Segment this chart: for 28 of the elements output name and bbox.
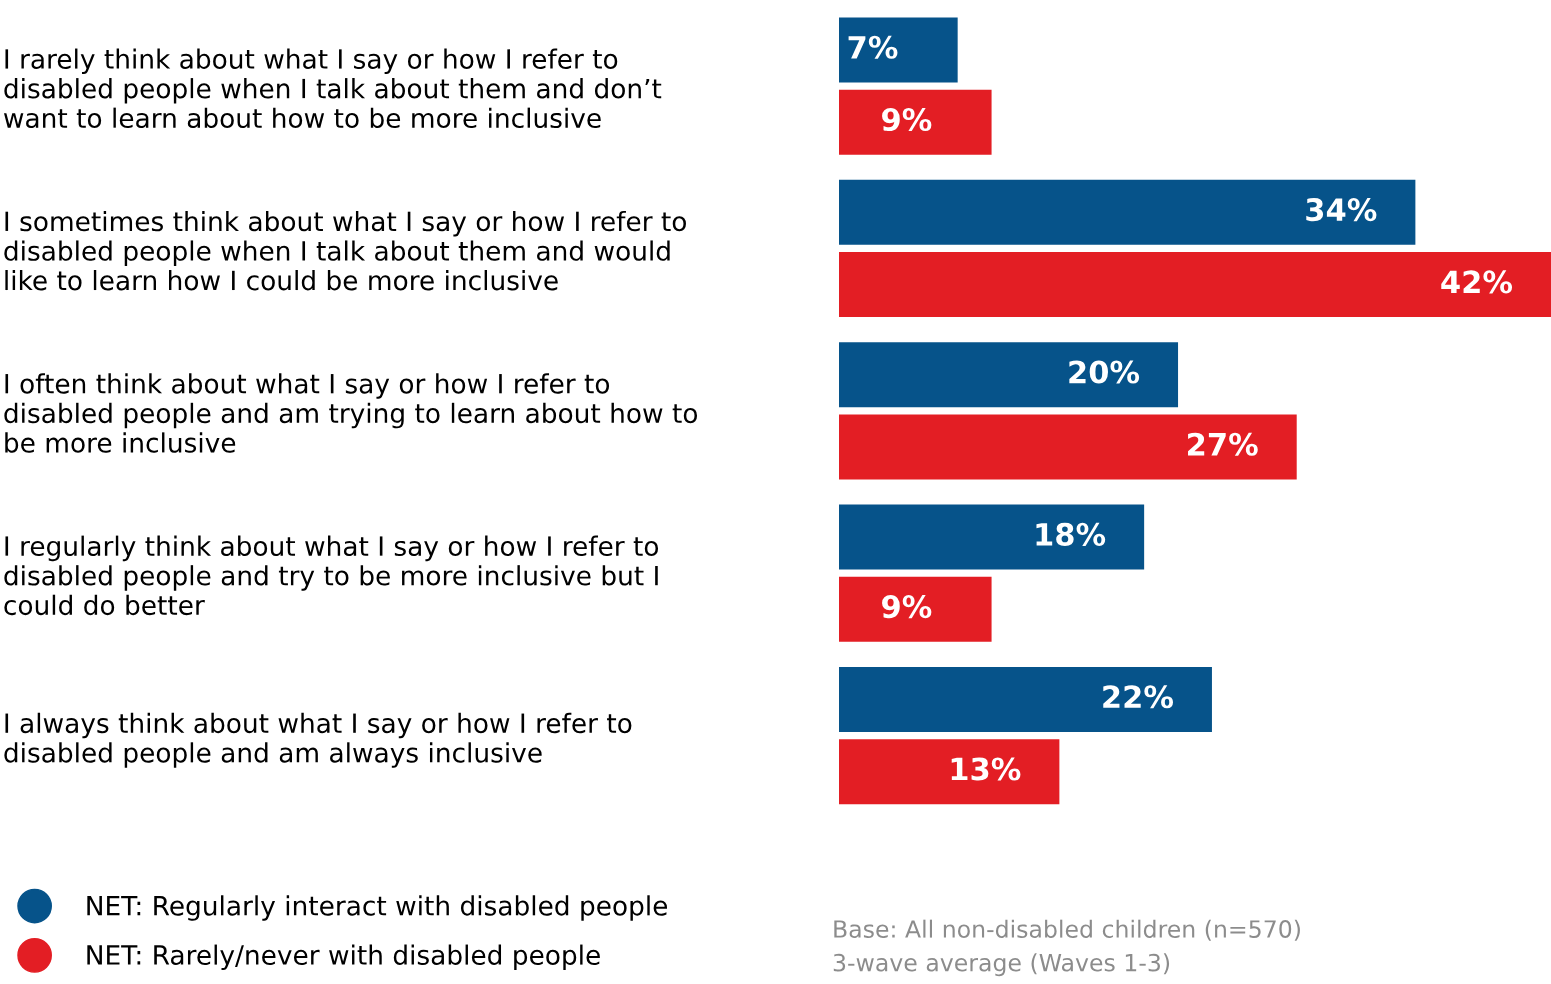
data-label: 27%: [1188, 432, 1258, 456]
data-label: 20%: [1069, 360, 1140, 384]
legend-label: NET: Rarely/never with disabled people: [87, 944, 600, 971]
data-label: 9%: [882, 595, 932, 619]
legend-label: NET: Regularly interact with disabled people: [87, 895, 668, 921]
data-label: 13%: [951, 757, 1021, 781]
bar: [839, 414, 1297, 480]
bar: [839, 17, 958, 83]
y-tick-label: I often think about what I say or how I refer to disabled people and am trying to learn about how to be more inclusive: [4, 373, 698, 453]
bar: [839, 739, 1060, 805]
bar: [839, 666, 1212, 732]
y-tick-label: I always think about what I say or how I refer to disabled people and am always inclusive: [4, 712, 632, 768]
bar: [839, 576, 992, 642]
data-label: 9%: [882, 107, 932, 132]
y-tick-label: I rarely think about what I say or how I refer to disabled people when I talk about them and don’t want to learn about how to be more inclusive: [4, 48, 662, 129]
data-label: 18%: [1036, 522, 1106, 546]
bar: [839, 89, 992, 155]
y-tick-label: I sometimes think about what I say or how I refer to disabled people when I talk about them and would like to learn how I could be more inclusive: [4, 210, 686, 291]
bar: [839, 252, 1551, 318]
bar: [839, 342, 1179, 408]
data-label: 22%: [1103, 685, 1174, 709]
data-label: 42%: [1441, 270, 1513, 294]
bar: [839, 504, 1145, 570]
y-tick-label: I regularly think about what I say or how I refer to disabled people and try to be more inclusive but I could do better: [4, 535, 659, 616]
data-label: 7%: [848, 35, 898, 59]
text: Base: All non-disabled children (n=570) 3-wave average (Waves 1-3): [833, 919, 1300, 977]
data-label: 34%: [1306, 198, 1377, 222]
bar: [839, 179, 1416, 245]
